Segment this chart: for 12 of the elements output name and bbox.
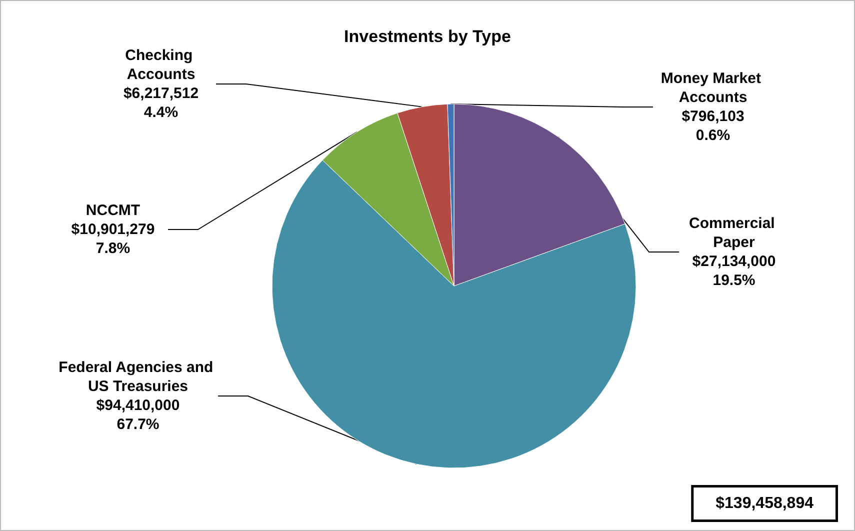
data-label: $27,134,000 19.5% bbox=[692, 253, 776, 289]
slice-label: NCCMT bbox=[86, 202, 140, 219]
text: $139,458,894 bbox=[716, 495, 814, 512]
data-label: $94,410,000 67.7% bbox=[96, 397, 180, 433]
data-label: $796,103 0.6% bbox=[682, 108, 744, 144]
data-label: $10,901,279 7.8% bbox=[71, 221, 155, 257]
data-label: $6,217,512 4.4% bbox=[123, 85, 199, 121]
slice-label: Money Market Accounts bbox=[660, 70, 766, 106]
slice-label: Federal Agencies and US Treasuries bbox=[58, 359, 218, 395]
slice-label: Commercial Paper bbox=[688, 215, 780, 251]
chart-title: Investments by Type bbox=[344, 27, 511, 46]
slice-label: Checking Accounts bbox=[125, 47, 197, 83]
